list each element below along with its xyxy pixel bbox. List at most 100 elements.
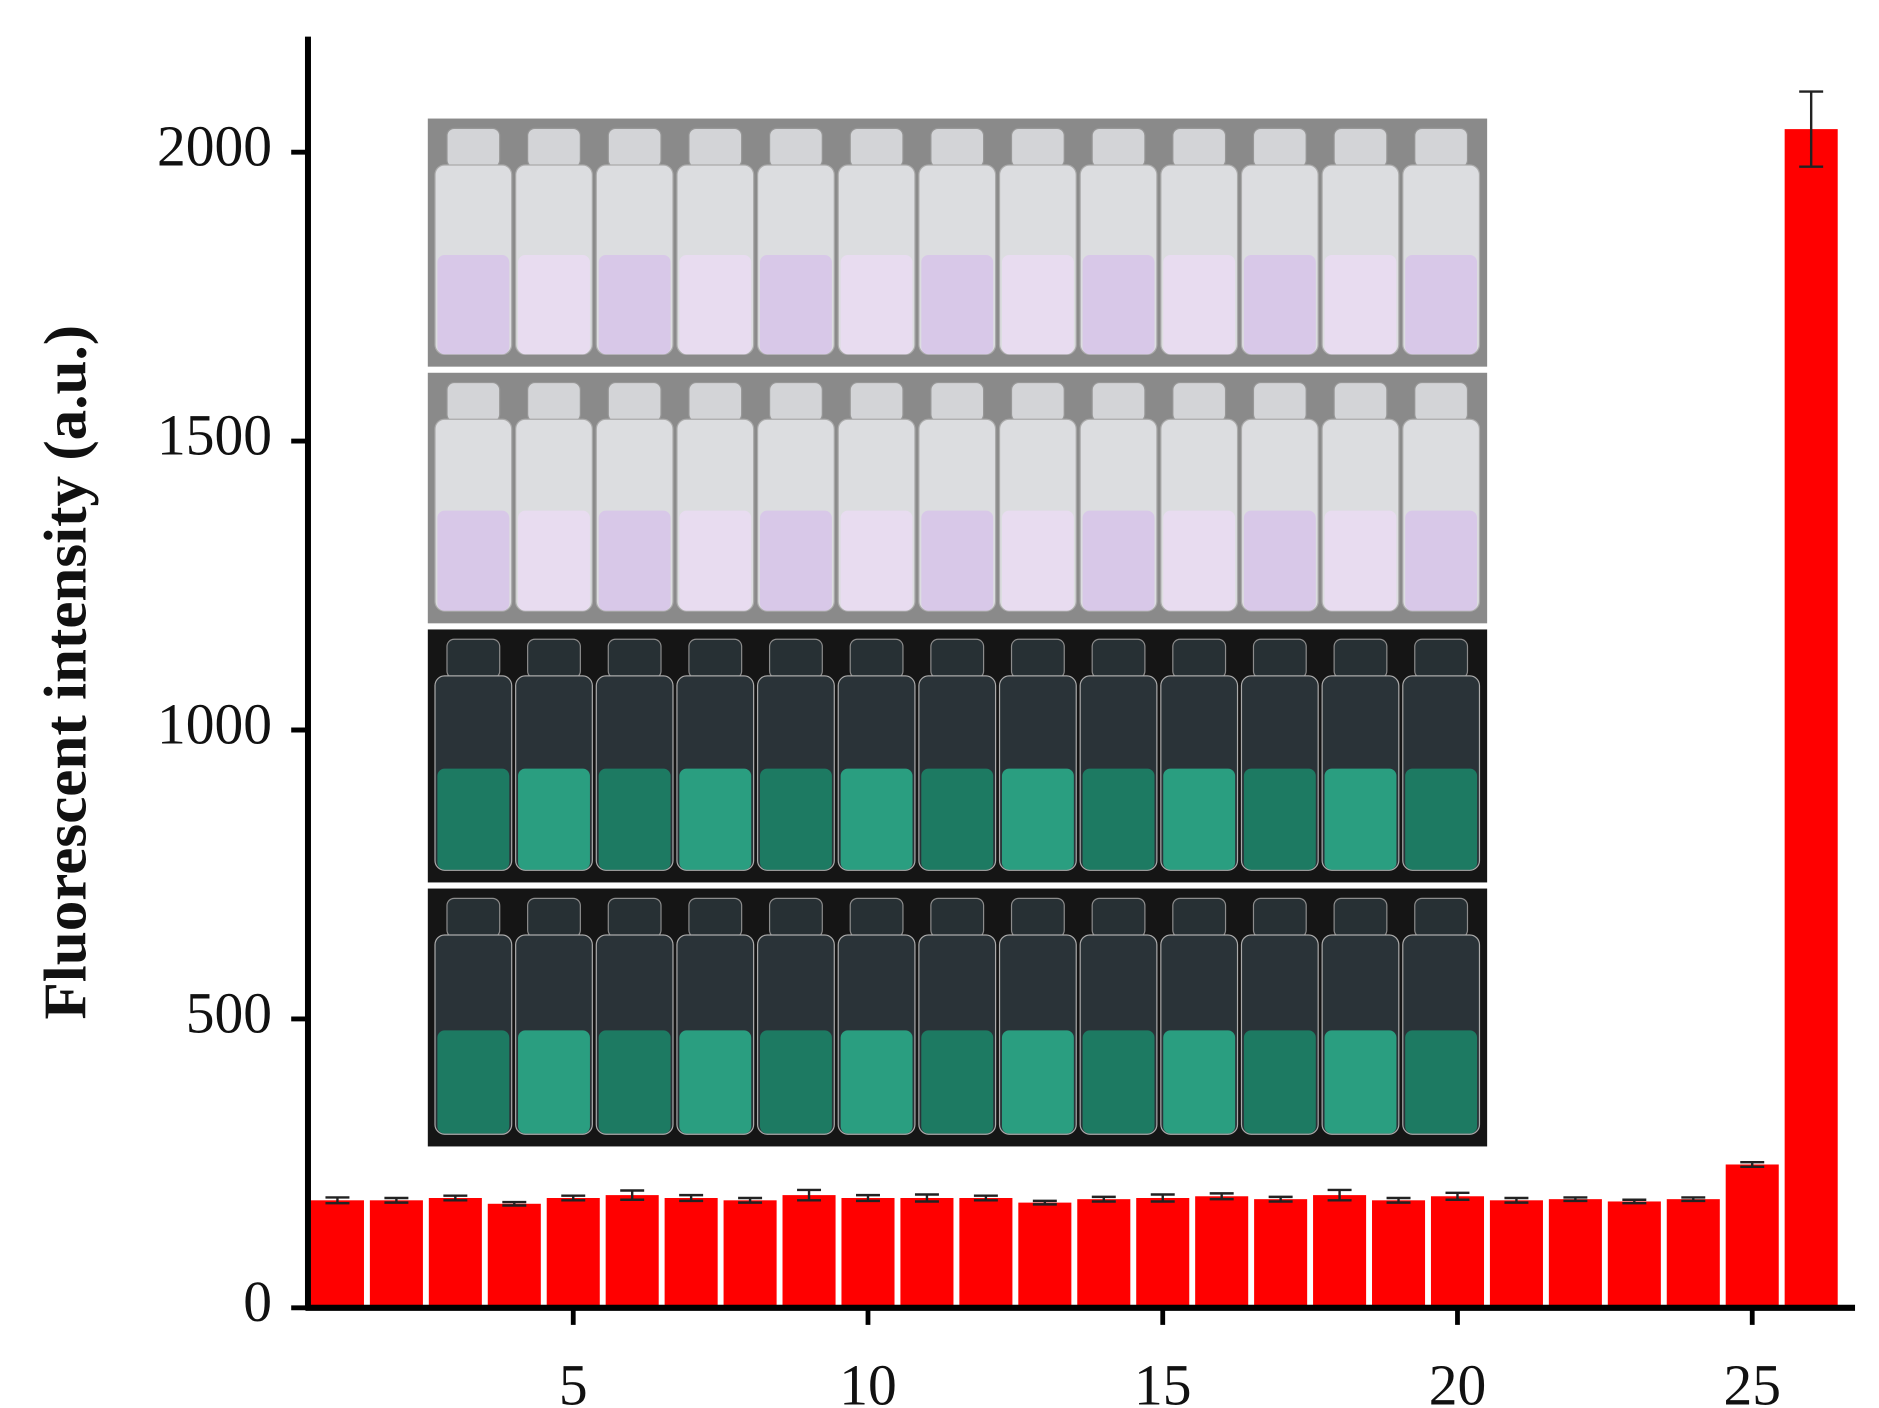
y-tick-label: 2000 [157, 113, 272, 179]
error-bar [738, 1196, 763, 1204]
vial-cap [768, 638, 823, 679]
bar [1725, 1164, 1779, 1308]
vial-cap [1414, 381, 1469, 423]
error-bar [1091, 1195, 1116, 1203]
vial-cap [1414, 897, 1469, 939]
error-bar [1327, 1188, 1352, 1202]
vial-cap [768, 127, 823, 169]
vial-liquid [1001, 510, 1074, 611]
vial-liquid [437, 768, 510, 870]
vial-liquid [1405, 768, 1478, 870]
y-tick-label: 0 [243, 1269, 272, 1335]
vial-liquid [1324, 510, 1397, 611]
vial-cap [1252, 897, 1307, 939]
vial-cap [527, 381, 581, 423]
vial-cap [1414, 638, 1469, 679]
error-bar [914, 1193, 939, 1203]
vial-cap [607, 381, 662, 423]
vial-liquid [759, 1030, 832, 1134]
vial-cap [1252, 381, 1307, 423]
vial-cap [930, 127, 985, 169]
vial-cap [446, 381, 501, 423]
vial-cap [446, 897, 501, 939]
x-tick-label: 15 [1134, 1352, 1192, 1408]
vial-cap [1172, 381, 1227, 423]
bar [900, 1198, 954, 1308]
vial-liquid [518, 768, 590, 870]
error-bar [973, 1194, 998, 1202]
vial-cap [1010, 638, 1065, 679]
vial-cap [849, 638, 904, 679]
vial-cap [849, 897, 904, 939]
vial-liquid [679, 510, 752, 611]
vial-liquid [921, 1030, 994, 1134]
vial-liquid [679, 768, 752, 870]
vial-cap [688, 897, 743, 939]
error-bar [1740, 1160, 1765, 1169]
bar [1666, 1199, 1720, 1308]
vial-cap [607, 897, 662, 939]
vial-liquid [518, 255, 590, 355]
vial-cap [1091, 127, 1146, 169]
vial-liquid [759, 768, 832, 870]
error-bar [561, 1194, 586, 1202]
vial-cap [768, 897, 823, 939]
vial-liquid [1163, 768, 1236, 870]
bar [1784, 129, 1838, 1308]
bar [1313, 1195, 1367, 1308]
bar [723, 1200, 777, 1308]
vial-liquid [921, 510, 994, 611]
vial-cap [1091, 897, 1146, 939]
vial-liquid [437, 510, 510, 611]
x-tick-label: 10 [839, 1352, 897, 1408]
vial-cap [1333, 127, 1388, 169]
vial-liquid [1001, 255, 1074, 355]
vial-liquid [598, 768, 671, 870]
bar [1607, 1201, 1661, 1308]
error-bar [797, 1188, 822, 1202]
vial-cap [930, 638, 985, 679]
error-bar [1150, 1193, 1175, 1203]
vial-liquid [1243, 1030, 1316, 1134]
error-bar [1032, 1199, 1057, 1206]
vial-liquid [840, 510, 913, 611]
vial-liquid [759, 510, 832, 611]
bar [605, 1195, 659, 1308]
vial-cap [930, 381, 985, 423]
error-bar [1799, 90, 1824, 168]
x-tick-label: 5 [559, 1352, 588, 1408]
vial-liquid [921, 255, 994, 355]
vial-cap [1333, 638, 1388, 679]
vial-liquid [598, 255, 671, 355]
inset-photo [427, 118, 1488, 1147]
vial-cap [849, 127, 904, 169]
vial-cap [1172, 638, 1227, 679]
vial-liquid [679, 255, 752, 355]
vial-liquid [1001, 768, 1074, 870]
vial-cap [849, 381, 904, 423]
vial-liquid [1324, 255, 1397, 355]
bar [1372, 1200, 1426, 1308]
error-bar [1681, 1196, 1706, 1203]
error-bar [1209, 1192, 1234, 1201]
vial-cap [1010, 381, 1065, 423]
error-bar [679, 1193, 704, 1203]
bar [664, 1198, 718, 1308]
vial-liquid [759, 255, 832, 355]
bar [1018, 1202, 1072, 1308]
vial-liquid [1405, 255, 1478, 355]
vial-liquid [1243, 510, 1316, 611]
vial-liquid [679, 1030, 752, 1134]
error-bar [502, 1200, 527, 1207]
vial-liquid [1324, 768, 1397, 870]
x-tick-label: 20 [1429, 1352, 1487, 1408]
error-bar [1622, 1198, 1647, 1205]
vial-liquid [518, 1030, 590, 1134]
vial-liquid [1001, 1030, 1074, 1134]
vial-cap [1252, 127, 1307, 169]
vial-liquid [921, 768, 994, 870]
error-bar [1445, 1191, 1470, 1201]
error-bar [384, 1196, 409, 1204]
vial-cap [446, 127, 501, 169]
